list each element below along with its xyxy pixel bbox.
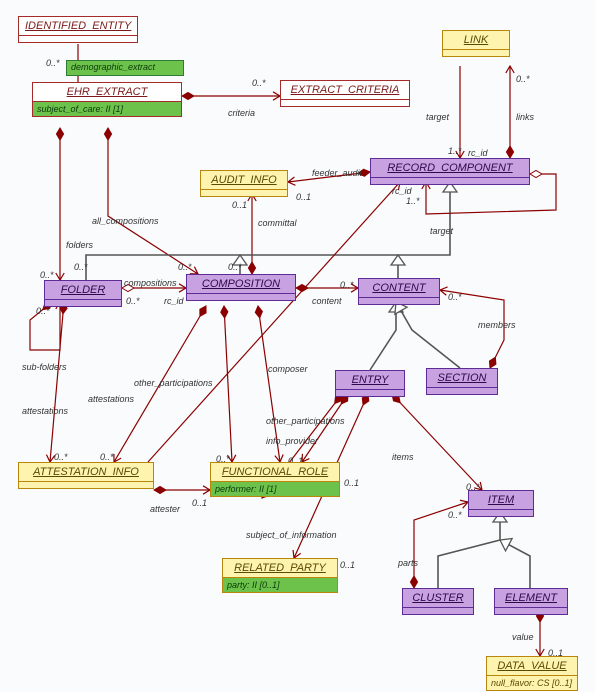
- node-title: DATA_VALUE: [487, 657, 577, 675]
- edge-label: folders: [66, 240, 93, 250]
- edge-label: value: [512, 632, 534, 642]
- edge-label: composer: [268, 364, 308, 374]
- edge-mult: 0..*: [36, 306, 50, 316]
- edge-label: other_participations: [266, 416, 345, 426]
- node-identified_entity: IDENTIFIED_ENTITY: [18, 16, 138, 43]
- node-title: RELATED_PARTY: [223, 559, 337, 577]
- node-cluster: CLUSTER: [402, 588, 474, 615]
- edge-mult: 0..*: [100, 452, 114, 462]
- node-attestation_info: ATTESTATION_INFO: [18, 462, 154, 489]
- node-content: CONTENT: [358, 278, 440, 305]
- edge-label: criteria: [228, 108, 255, 118]
- edge-mult: 0..*: [516, 74, 530, 84]
- edge-label: attestations: [22, 406, 68, 416]
- edge-mult: 0..*: [40, 270, 54, 280]
- node-title: AUDIT_INFO: [201, 171, 287, 189]
- node-title: RECORD_COMPONENT: [371, 159, 529, 177]
- edge-label: attestations: [88, 394, 134, 404]
- node-title: IDENTIFIED_ENTITY: [19, 17, 137, 35]
- edge-label: items: [392, 452, 414, 462]
- node-attr: subject_of_care: II [1]: [33, 102, 181, 116]
- node-title: EXTRACT_CRITERIA: [281, 81, 409, 99]
- node-item: ITEM: [468, 490, 534, 517]
- node-title: FUNCTIONAL_ROLE: [211, 463, 339, 481]
- node-title: CONTENT: [359, 279, 439, 297]
- node-audit_info: AUDIT_INFO: [200, 170, 288, 197]
- node-element: ELEMENT: [494, 588, 568, 615]
- node-title: LINK: [443, 31, 509, 49]
- node-title: ELEMENT: [495, 589, 567, 607]
- edge-mult: 0..*: [228, 262, 242, 272]
- diagram-canvas: 0..* criteria 0..* target links 1..* 0..* rc_id…: [0, 0, 595, 692]
- edge-mult: 0..*: [178, 262, 192, 272]
- edge-label: content: [312, 296, 342, 306]
- edge-label: all_compositions: [92, 216, 159, 226]
- node-title: ENTRY: [336, 371, 404, 389]
- edge-label: target: [426, 112, 449, 122]
- edge-label: members: [478, 320, 516, 330]
- node-attr: null_flavor: CS [0..1]: [487, 676, 577, 690]
- edge-label: info_provider: [266, 436, 318, 446]
- edge-label: compositions: [124, 278, 177, 288]
- node-link: LINK: [442, 30, 510, 57]
- edge-label: attester: [150, 504, 180, 514]
- edge-mult: 0..*: [340, 280, 354, 290]
- edge-mult: 0..1: [344, 478, 359, 488]
- edge-mult: rc_id: [392, 186, 412, 196]
- node-title: ATTESTATION_INFO: [19, 463, 153, 481]
- node-attr: performer: II [1]: [211, 482, 339, 496]
- edge-mult: 0..1: [232, 200, 247, 210]
- node-title: COMPOSITION: [187, 275, 295, 293]
- node-related_party: RELATED_PARTYparty: II [0..1]: [222, 558, 338, 593]
- edge-mult: 0..1: [192, 498, 207, 508]
- node-demographic_extract: demographic_extract: [66, 60, 184, 76]
- node-title: FOLDER: [45, 281, 121, 299]
- edge-label: sub-folders: [22, 362, 67, 372]
- edge-label: parts: [398, 558, 418, 568]
- node-functional_role: FUNCTIONAL_ROLEperformer: II [1]: [210, 462, 340, 497]
- edge-mult: 0..*: [126, 296, 140, 306]
- edge-mult: rc_id: [468, 148, 488, 158]
- edge-mult: 0..*: [54, 452, 68, 462]
- edge-label: other_participations: [134, 378, 213, 388]
- edge-mult: 0..*: [448, 292, 462, 302]
- edge-mult: 0..*: [448, 510, 462, 520]
- node-record_component: RECORD_COMPONENT: [370, 158, 530, 185]
- edge-label: subject_of_information: [246, 530, 337, 540]
- edge-mult: 0..*: [74, 262, 88, 272]
- edge-mult: 1..*: [406, 196, 420, 206]
- edge-mult: rc_id: [164, 296, 184, 306]
- node-attr: party: II [0..1]: [223, 578, 337, 592]
- edge-mult: 1..*: [448, 146, 462, 156]
- node-entry: ENTRY: [335, 370, 405, 397]
- node-folder: FOLDER: [44, 280, 122, 307]
- node-section: SECTION: [426, 368, 498, 395]
- edge-label: links: [516, 112, 534, 122]
- edge-label: target: [430, 226, 453, 236]
- edge-mult: 0..1: [296, 192, 311, 202]
- edge-label: committal: [258, 218, 297, 228]
- node-title: EHR_EXTRACT: [33, 83, 181, 101]
- node-title: SECTION: [427, 369, 497, 387]
- node-title: CLUSTER: [403, 589, 473, 607]
- node-extract_criteria: EXTRACT_CRITERIA: [280, 80, 410, 107]
- node-title: ITEM: [469, 491, 533, 509]
- edge-mult: 0..*: [252, 78, 266, 88]
- node-data_value: DATA_VALUEnull_flavor: CS [0..1]: [486, 656, 578, 691]
- node-ehr_extract: EHR_EXTRACTsubject_of_care: II [1]: [32, 82, 182, 117]
- edge-label: feeder_audit: [312, 168, 362, 178]
- node-composition: COMPOSITION: [186, 274, 296, 301]
- edge-label: 0..*: [46, 58, 60, 68]
- edge-mult: 0..1: [340, 560, 355, 570]
